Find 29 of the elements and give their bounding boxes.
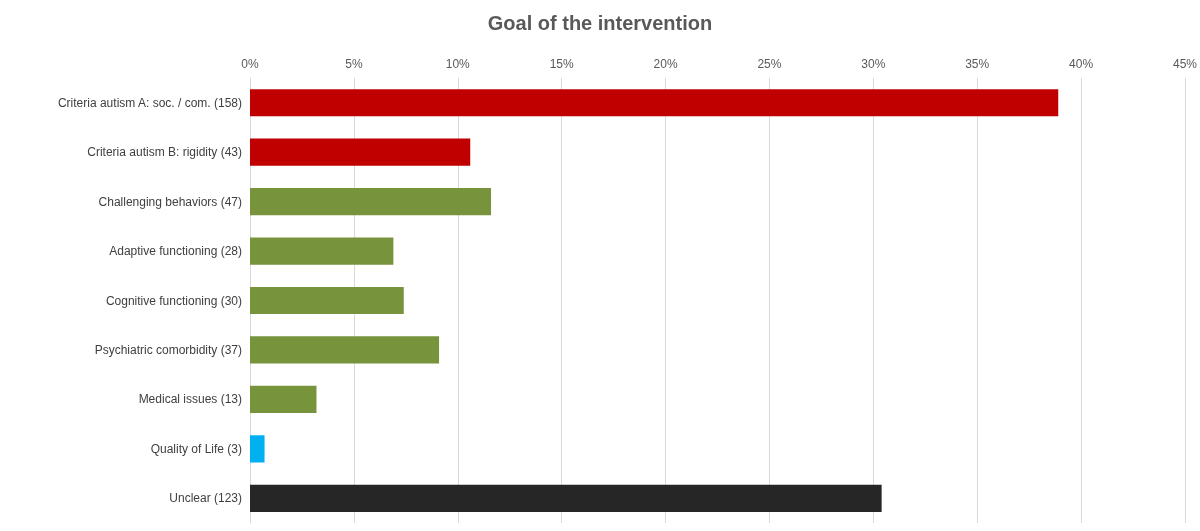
y-tick-label: Unclear (123) [169, 491, 242, 506]
y-tick-label: Challenging behaviors (47) [98, 194, 242, 209]
x-tick-label: 10% [445, 57, 471, 71]
bar [250, 188, 492, 216]
y-tick-label: Cognitive functioning (30) [105, 293, 242, 308]
x-tick-label: 35% [965, 57, 990, 71]
y-tick-label: Medical issues (13) [138, 392, 242, 407]
bar [250, 286, 404, 315]
x-tick-label: 30% [861, 57, 886, 71]
bar [250, 237, 394, 265]
x-tick-label: 5% [345, 57, 363, 71]
bar [250, 435, 265, 463]
bar [250, 138, 471, 166]
x-tick-label: 0% [241, 57, 259, 71]
y-tick-label: Criteria autism A: soc. / com. (158) [57, 95, 242, 110]
bar [250, 89, 1059, 117]
y-tick-label: Adaptive functioning (28) [109, 244, 242, 259]
x-tick-label: 45% [1172, 57, 1198, 71]
x-tick-label: 15% [549, 57, 574, 71]
y-tick-label: Quality of Life (3) [150, 441, 242, 456]
x-tick-label: 40% [1069, 57, 1094, 71]
x-tick-label: 25% [757, 57, 782, 71]
bar [250, 336, 440, 364]
chart-title: Goal of the intervention [487, 12, 713, 34]
y-tick-label: Psychiatric comorbidity (37) [94, 342, 242, 357]
x-tick-label: 20% [653, 57, 678, 71]
bar [250, 484, 882, 512]
bar [250, 385, 317, 413]
y-tick-label: Criteria autism B: rigidity (43) [87, 145, 242, 160]
